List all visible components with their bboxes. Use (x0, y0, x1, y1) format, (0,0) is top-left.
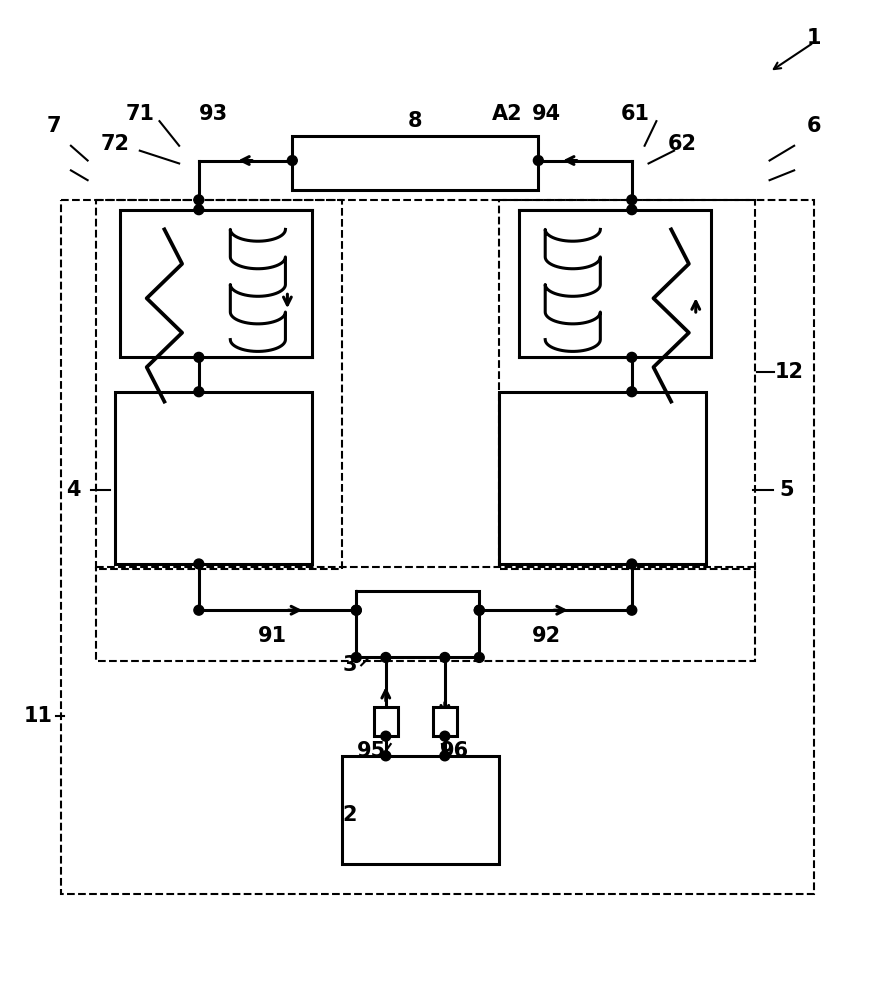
Text: 61: 61 (620, 104, 648, 124)
Circle shape (627, 559, 636, 569)
Circle shape (194, 387, 203, 397)
Text: 12: 12 (774, 362, 803, 382)
Circle shape (474, 605, 484, 615)
Text: 71: 71 (125, 104, 154, 124)
Circle shape (440, 653, 449, 662)
Bar (356, 591, 479, 657)
Text: 72: 72 (101, 134, 129, 154)
Text: 62: 62 (667, 134, 696, 154)
Text: 7: 7 (47, 116, 62, 136)
Bar (499, 200, 754, 569)
Circle shape (627, 195, 636, 205)
Bar (120, 210, 312, 357)
Text: 3: 3 (342, 655, 356, 675)
Circle shape (381, 653, 390, 662)
Circle shape (627, 352, 636, 362)
Circle shape (440, 731, 449, 741)
Text: 91: 91 (258, 626, 287, 646)
Circle shape (194, 605, 203, 615)
Circle shape (627, 605, 636, 615)
Circle shape (194, 205, 203, 215)
Text: 93: 93 (199, 104, 228, 124)
Circle shape (381, 751, 390, 761)
Bar (342, 756, 499, 864)
Bar (96, 200, 342, 569)
Text: 1: 1 (806, 28, 820, 48)
Circle shape (194, 559, 203, 569)
Text: 92: 92 (531, 626, 561, 646)
Bar (499, 392, 705, 564)
Text: 4: 4 (67, 480, 81, 500)
Circle shape (194, 195, 203, 205)
Circle shape (627, 205, 636, 215)
Text: 2: 2 (342, 805, 356, 825)
Text: 94: 94 (531, 104, 561, 124)
Circle shape (287, 156, 297, 165)
Text: 5: 5 (778, 480, 793, 500)
Circle shape (351, 605, 361, 615)
Text: 6: 6 (806, 116, 820, 136)
Bar (96, 567, 754, 661)
Bar (433, 707, 456, 736)
Bar (374, 707, 397, 736)
Text: 96: 96 (440, 741, 468, 761)
Circle shape (440, 751, 449, 761)
Bar (518, 210, 710, 357)
Bar (292, 136, 538, 190)
Text: 95: 95 (356, 741, 385, 761)
Circle shape (627, 387, 636, 397)
Text: 8: 8 (408, 111, 422, 131)
Circle shape (194, 352, 203, 362)
Text: 11: 11 (24, 706, 53, 726)
Circle shape (474, 653, 484, 662)
Bar (61, 200, 813, 894)
Text: A2: A2 (491, 104, 521, 124)
Circle shape (474, 605, 484, 615)
Circle shape (351, 653, 361, 662)
Circle shape (351, 605, 361, 615)
Circle shape (533, 156, 542, 165)
Circle shape (381, 731, 390, 741)
Bar (115, 392, 312, 564)
